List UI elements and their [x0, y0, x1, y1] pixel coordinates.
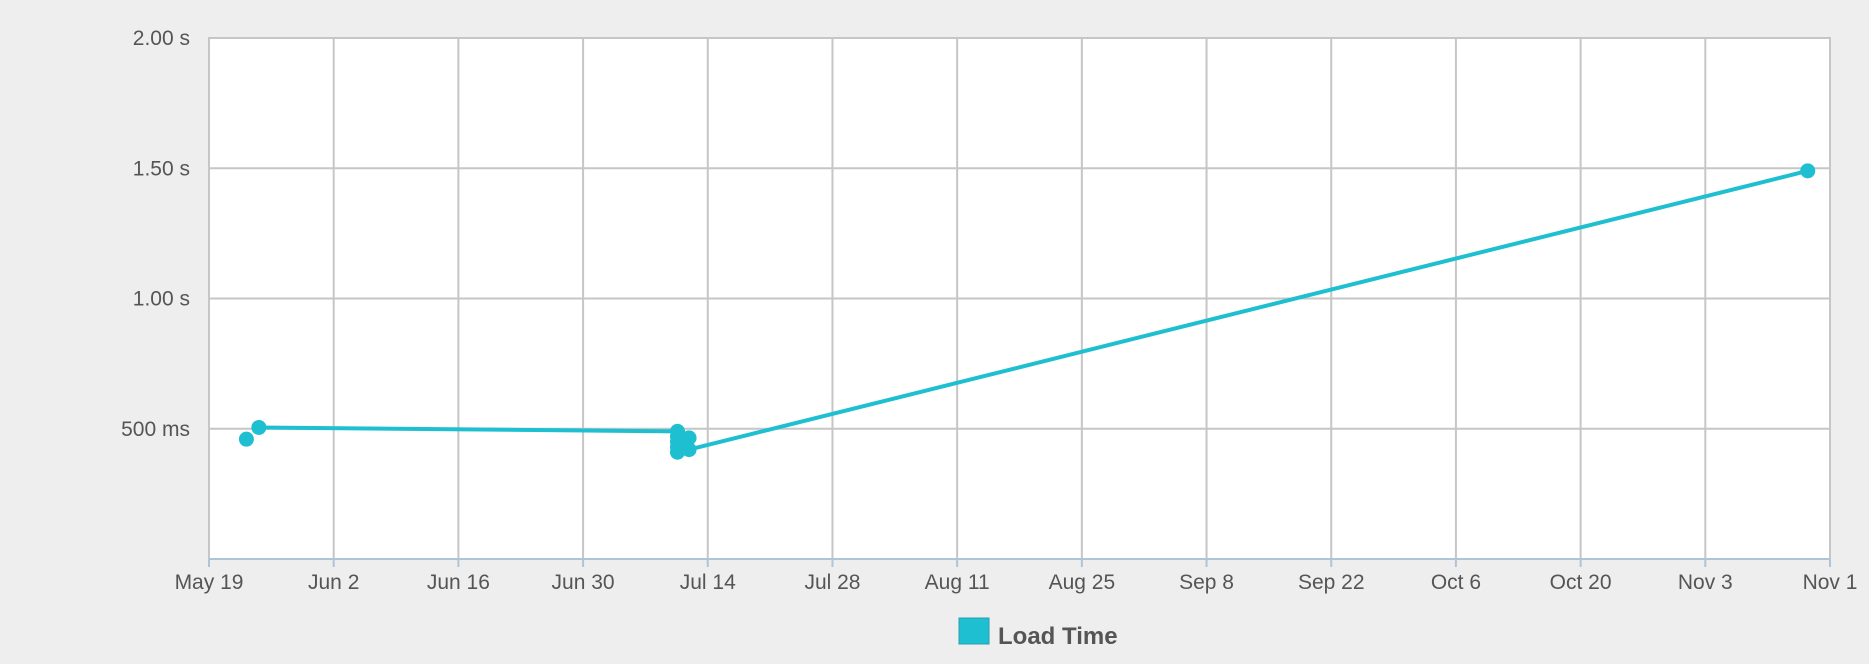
x-tick-label: Aug 11 [925, 571, 990, 594]
x-tick-label: Oct 6 [1431, 571, 1481, 594]
x-tick-label: Jun 30 [552, 571, 615, 594]
data-point[interactable] [251, 419, 267, 435]
y-tick-label: 500 ms [121, 418, 190, 441]
y-tick-label: 1.50 s [133, 157, 190, 180]
data-point[interactable] [238, 431, 254, 447]
y-axis-labels: 500 ms 1.00 s 1.50 s 2.00 s [121, 27, 190, 441]
y-tick-label: 2.00 s [133, 27, 190, 50]
x-tick-label: Nov 1 [1803, 571, 1858, 594]
x-tick-label: Jul 14 [680, 571, 736, 594]
x-tick-label: May 19 [175, 571, 244, 594]
legend[interactable]: Load Time [958, 617, 1118, 650]
x-tick-label: Sep 22 [1298, 571, 1365, 594]
series-points [238, 163, 1816, 460]
x-tick-label: Nov 3 [1678, 571, 1733, 594]
x-tick-label: Jun 16 [427, 571, 490, 594]
x-axis-labels: May 19 Jun 2 Jun 16 Jun 30 Jul 14 Jul 28 Aug 1… [175, 571, 1858, 594]
data-point[interactable] [669, 444, 685, 460]
x-tick-label: Jul 28 [804, 571, 860, 594]
y-tick-label: 1.00 s [133, 288, 190, 311]
data-point[interactable] [681, 442, 697, 458]
data-point[interactable] [681, 430, 697, 446]
x-tick-label: Jun 2 [308, 571, 359, 594]
legend-label-load-time[interactable]: Load Time [998, 623, 1118, 650]
x-tick-label: Sep 8 [1179, 571, 1234, 594]
x-tick-label: Oct 20 [1550, 571, 1612, 594]
data-point[interactable] [1800, 163, 1816, 179]
x-tick-label: Aug 25 [1049, 571, 1116, 594]
legend-swatch-load-time[interactable] [958, 617, 990, 645]
